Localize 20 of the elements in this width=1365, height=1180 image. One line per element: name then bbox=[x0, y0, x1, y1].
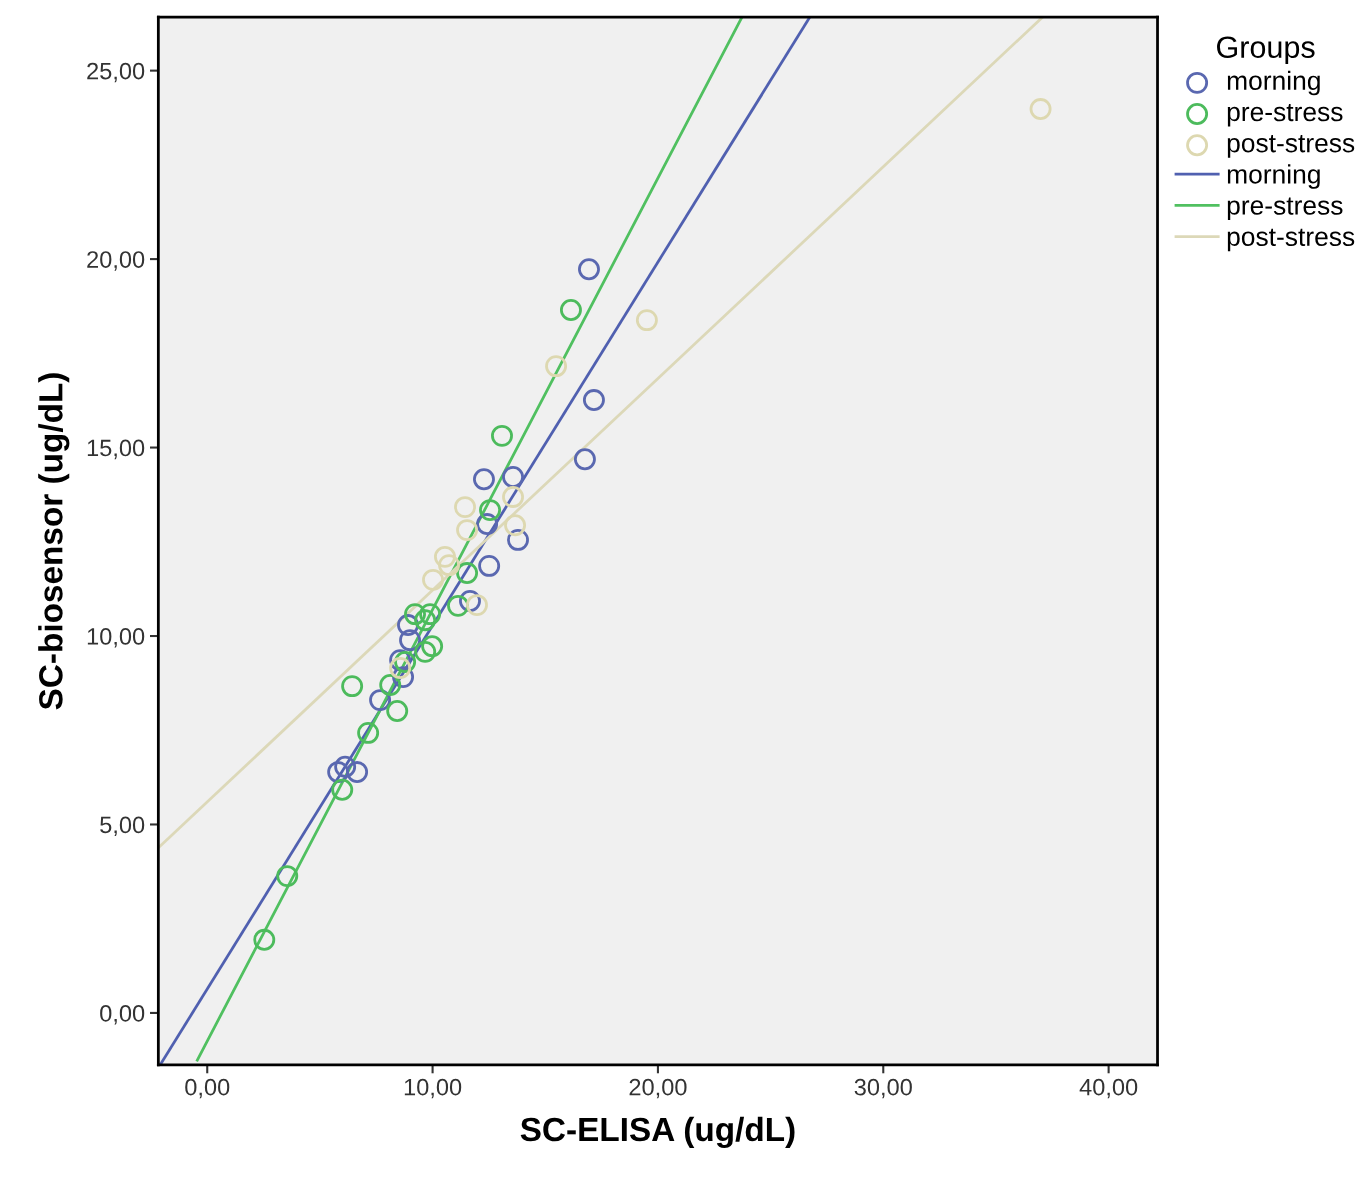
y-tick-label: 20,00 bbox=[87, 251, 145, 271]
legend-label: morning bbox=[1227, 70, 1320, 96]
x-tick-label: 30,00 bbox=[854, 1078, 912, 1099]
x-axis-title: SC-ELISA (ug/dL) bbox=[520, 1116, 795, 1149]
legend-label: pre-stress bbox=[1227, 197, 1343, 221]
x-tick-label: 0,00 bbox=[185, 1078, 230, 1099]
x-tick-label: 10,00 bbox=[404, 1078, 462, 1099]
legend-label: pre-stress bbox=[1227, 103, 1343, 127]
x-tick-label: 40,00 bbox=[1079, 1078, 1138, 1099]
y-tick-label: 10,00 bbox=[87, 628, 145, 648]
y-tick-label: 5,00 bbox=[100, 816, 145, 837]
y-axis-title: SC-biosensor (ug/dL) bbox=[38, 373, 70, 710]
legend-label: post-stress bbox=[1227, 135, 1355, 158]
legend-label: post-stress bbox=[1227, 228, 1355, 252]
legend-title: Groups bbox=[1217, 36, 1315, 65]
y-tick-label: 15,00 bbox=[87, 439, 145, 460]
y-tick-label: 0,00 bbox=[100, 1005, 145, 1025]
x-tick-label: 20,00 bbox=[629, 1078, 687, 1099]
legend-label: morning bbox=[1227, 164, 1320, 189]
y-tick-label: 25,00 bbox=[87, 62, 145, 83]
